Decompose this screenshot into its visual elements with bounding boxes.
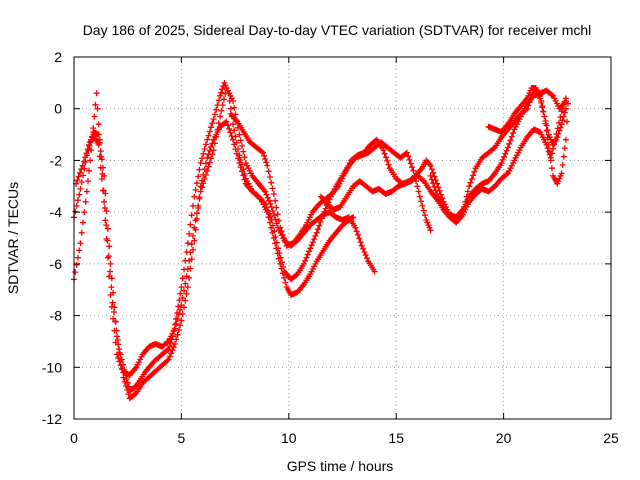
x-tick-label: 5: [178, 430, 186, 446]
x-tick-label: 0: [70, 430, 78, 446]
data-points: [73, 85, 378, 378]
y-tick-label: -6: [50, 256, 63, 272]
x-tick-label: 25: [603, 430, 619, 446]
x-tick-label: 20: [496, 430, 512, 446]
series-track-2: [71, 118, 434, 402]
x-tick-label: 10: [281, 430, 297, 446]
data-points: [71, 118, 434, 402]
chart-title: Day 186 of 2025, Sidereal Day-to-day VTE…: [83, 22, 592, 38]
y-tick-label: 2: [54, 49, 62, 65]
y-axis-label: SDTVAR / TECUs: [5, 182, 21, 294]
y-tick-label: -10: [42, 359, 62, 375]
y-tick-label: -12: [42, 411, 62, 427]
series-track-3: [73, 85, 378, 378]
y-tick-label: -2: [50, 152, 63, 168]
x-axis-label: GPS time / hours: [287, 458, 394, 474]
data-points: [71, 79, 357, 394]
y-tick-label: -4: [50, 204, 63, 220]
plot-frame: [73, 56, 612, 420]
x-tick-label: 15: [388, 430, 404, 446]
axis-layer: 0 5 10 15 20 25 -12 -10 -8 -6 -4 -2 0 2: [42, 49, 619, 446]
y-tick-label: -8: [50, 308, 63, 324]
y-tick-label: 0: [54, 101, 62, 117]
series-track-1: [71, 79, 357, 394]
series-track-7: [485, 85, 569, 148]
data-layer: [71, 79, 571, 402]
data-points: [485, 85, 569, 148]
grid-layer: [74, 57, 611, 419]
